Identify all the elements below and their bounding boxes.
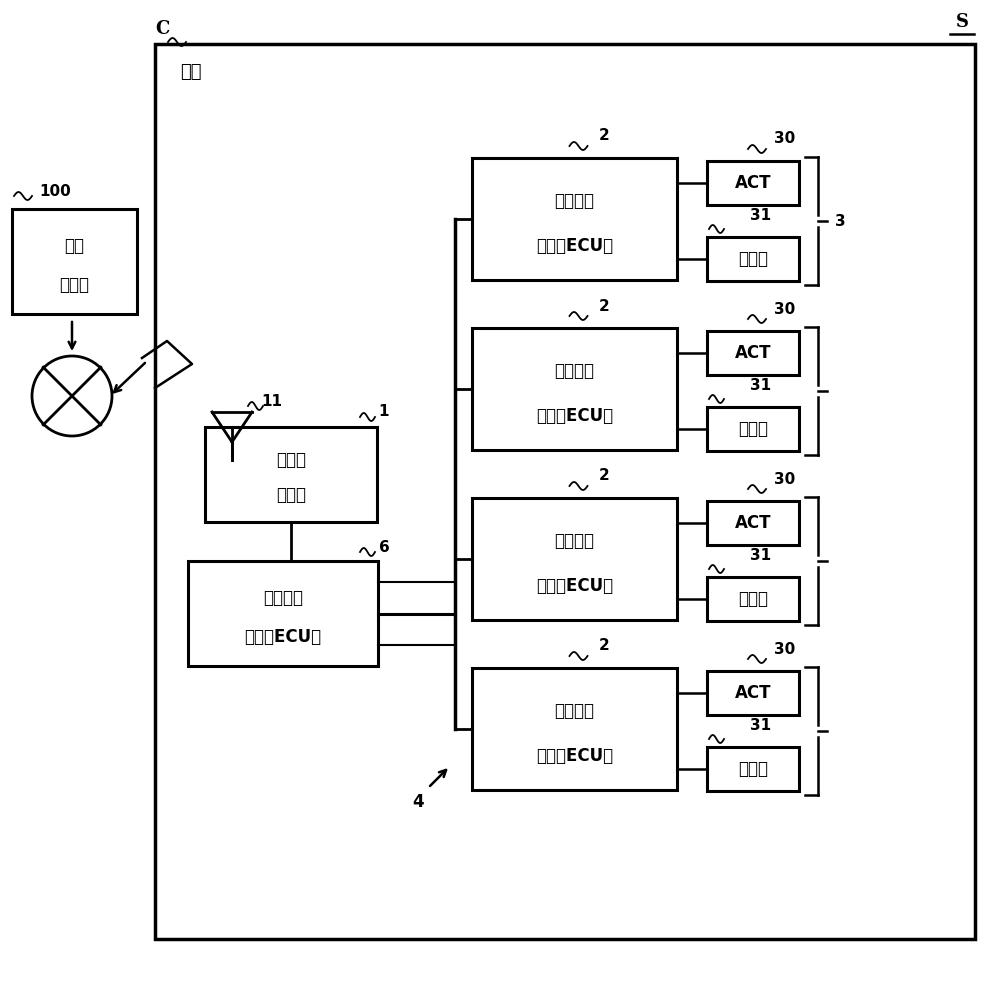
Text: 1: 1	[379, 404, 389, 419]
Text: 2: 2	[599, 129, 610, 144]
Text: 31: 31	[750, 378, 772, 393]
Text: 31: 31	[750, 547, 772, 563]
Text: ACT: ACT	[735, 174, 771, 192]
Bar	[707, 671, 799, 715]
Text: 車载设备: 車载设备	[554, 531, 594, 550]
Text: 传感器: 传感器	[738, 420, 768, 438]
Text: 传感器: 传感器	[738, 760, 768, 778]
Text: 30: 30	[774, 301, 796, 317]
Bar	[472, 498, 677, 620]
Text: 31: 31	[750, 717, 772, 732]
Text: S: S	[955, 13, 968, 31]
Text: 30: 30	[774, 132, 796, 147]
Text: 服务器: 服务器	[60, 276, 90, 293]
Text: 传感器: 传感器	[738, 590, 768, 608]
Bar	[472, 668, 677, 790]
Bar	[707, 501, 799, 545]
Text: 11: 11	[262, 394, 283, 408]
Text: 2: 2	[599, 639, 610, 653]
Text: ACT: ACT	[735, 514, 771, 532]
Bar	[707, 331, 799, 375]
Text: 100: 100	[39, 184, 71, 200]
Bar	[707, 577, 799, 621]
Text: （单独ECU）: （单独ECU）	[536, 747, 613, 765]
Text: （综合ECU）: （综合ECU）	[244, 628, 322, 646]
Text: 6: 6	[379, 539, 389, 555]
Text: 車载设备: 車载设备	[554, 702, 594, 719]
Bar	[707, 747, 799, 791]
Bar	[188, 561, 378, 666]
Text: 車輚: 車輚	[180, 63, 202, 81]
Text: ACT: ACT	[735, 684, 771, 702]
Text: 31: 31	[750, 208, 772, 222]
Bar	[707, 407, 799, 451]
Text: 外部: 外部	[64, 237, 84, 255]
Text: ACT: ACT	[735, 344, 771, 362]
Text: C: C	[155, 20, 169, 38]
Text: 传感器: 传感器	[738, 250, 768, 268]
Bar	[12, 209, 137, 314]
Bar	[472, 328, 677, 450]
Text: （单独ECU）: （单独ECU）	[536, 577, 613, 595]
Text: 車载设备: 車载设备	[554, 192, 594, 210]
Bar	[707, 161, 799, 205]
Bar	[205, 427, 377, 522]
Text: 車载设备: 車载设备	[554, 362, 594, 380]
Text: 2: 2	[599, 298, 610, 314]
Text: 30: 30	[774, 642, 796, 656]
Bar	[707, 237, 799, 281]
Bar	[472, 158, 677, 280]
Text: 3: 3	[835, 214, 845, 228]
Bar	[155, 44, 975, 939]
Text: （单独ECU）: （单独ECU）	[536, 237, 613, 255]
Text: 車外通: 車外通	[276, 452, 306, 469]
Text: 信装置: 信装置	[276, 486, 306, 505]
Text: 2: 2	[599, 468, 610, 483]
Text: 車载装置: 車载装置	[263, 588, 303, 607]
Text: （单独ECU）: （单独ECU）	[536, 406, 613, 425]
Text: 4: 4	[412, 793, 424, 811]
Text: 30: 30	[774, 471, 796, 486]
